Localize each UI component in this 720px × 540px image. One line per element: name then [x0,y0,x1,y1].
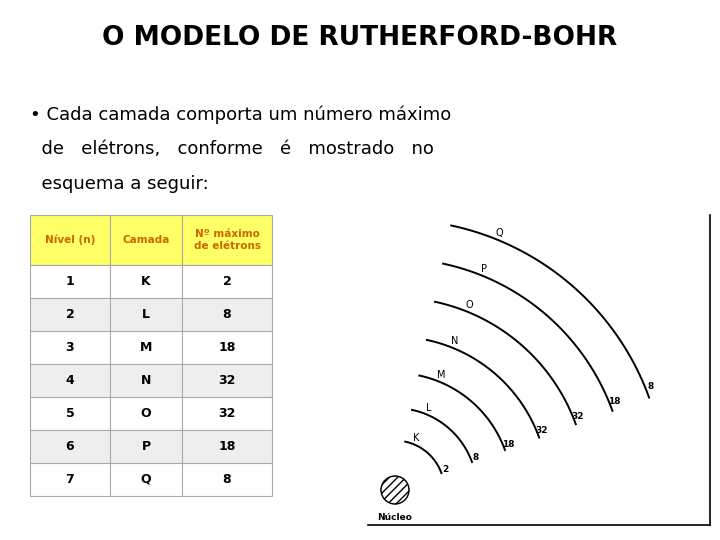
Bar [182,397,272,430]
Text: 2: 2 [442,465,449,474]
Text: 32: 32 [572,411,584,421]
Bar [30,430,110,463]
Bar [182,298,272,331]
Text: 18: 18 [608,397,621,406]
Text: 4: 4 [66,374,74,387]
Text: 32: 32 [218,374,235,387]
Text: 2: 2 [66,308,74,321]
Text: O: O [140,407,151,420]
Bar [110,298,182,331]
Text: 1: 1 [66,275,74,288]
Text: 18: 18 [218,341,235,354]
Bar [110,430,182,463]
Text: 6: 6 [66,440,74,453]
Bar [182,364,272,397]
Text: 8: 8 [222,473,231,486]
Text: K: K [141,275,150,288]
Bar [30,298,110,331]
Bar [110,331,182,364]
Text: P: P [141,440,150,453]
Bar [110,364,182,397]
Text: P: P [481,264,487,274]
Text: 8: 8 [647,382,654,392]
Text: 3: 3 [66,341,74,354]
Text: 18: 18 [502,440,514,449]
Bar [110,463,182,496]
Text: 7: 7 [66,473,74,486]
Text: 8: 8 [472,453,479,462]
Text: 32: 32 [218,407,235,420]
Text: O MODELO DE RUTHERFORD-BOHR: O MODELO DE RUTHERFORD-BOHR [102,25,618,51]
Text: O: O [466,300,474,310]
Bar [30,215,110,265]
Text: Nível (n): Nível (n) [45,235,95,245]
Text: L: L [426,403,431,413]
Text: 18: 18 [218,440,235,453]
Bar [30,331,110,364]
Text: Q: Q [140,473,151,486]
Text: N: N [451,336,459,346]
Bar [30,265,110,298]
Bar [182,265,272,298]
Text: M: M [437,370,446,380]
Text: M: M [140,341,152,354]
Text: 32: 32 [536,426,548,435]
Bar [110,265,182,298]
Text: • Cada camada comporta um número máximo: • Cada camada comporta um número máximo [30,105,451,124]
Bar [30,463,110,496]
Bar [182,215,272,265]
Bar [182,331,272,364]
Bar [110,215,182,265]
Text: N: N [141,374,151,387]
Bar [182,430,272,463]
Text: K: K [413,433,419,443]
Bar [30,364,110,397]
Text: Q: Q [495,228,503,238]
Bar [110,397,182,430]
Text: esquema a seguir:: esquema a seguir: [30,175,209,193]
Text: Núcleo: Núcleo [377,513,413,522]
Text: L: L [142,308,150,321]
Bar [30,397,110,430]
Text: 5: 5 [66,407,74,420]
Text: de   elétrons,   conforme   é   mostrado   no: de elétrons, conforme é mostrado no [30,140,434,158]
Circle shape [381,476,409,504]
Text: 8: 8 [222,308,231,321]
Text: 2: 2 [222,275,231,288]
Text: Nº máximo
de elétrons: Nº máximo de elétrons [194,229,261,251]
Bar [182,463,272,496]
Text: Camada: Camada [122,235,170,245]
